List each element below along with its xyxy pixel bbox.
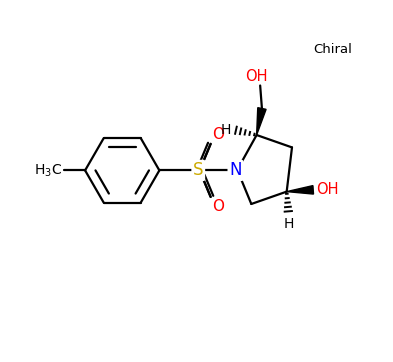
Text: H: H (220, 123, 231, 137)
Text: Chiral: Chiral (313, 43, 352, 56)
Text: O: O (212, 199, 224, 214)
Polygon shape (257, 108, 266, 135)
Text: N: N (229, 161, 242, 180)
Text: H$_3$C: H$_3$C (34, 162, 62, 178)
Text: OH: OH (245, 69, 268, 84)
Text: S: S (193, 161, 204, 180)
Text: H: H (283, 217, 294, 231)
Text: OH: OH (316, 182, 338, 197)
Text: O: O (212, 127, 224, 142)
Polygon shape (286, 186, 314, 194)
